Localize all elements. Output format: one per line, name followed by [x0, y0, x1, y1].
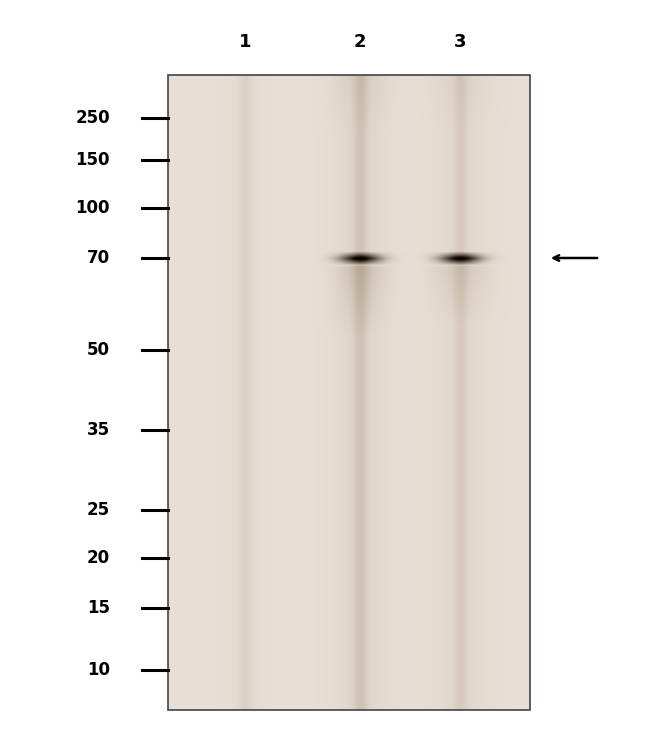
Text: 3: 3 [454, 33, 466, 51]
Text: 10: 10 [87, 661, 110, 679]
Text: 20: 20 [87, 549, 110, 567]
Text: 150: 150 [75, 151, 110, 169]
Text: 50: 50 [87, 341, 110, 359]
Text: 25: 25 [87, 501, 110, 519]
Text: 1: 1 [239, 33, 252, 51]
Text: 250: 250 [75, 109, 110, 127]
Text: 70: 70 [87, 249, 110, 267]
Text: 2: 2 [354, 33, 366, 51]
Text: 100: 100 [75, 199, 110, 217]
Text: 35: 35 [87, 421, 110, 439]
Text: 15: 15 [87, 599, 110, 617]
Bar [168, 75, 530, 710]
